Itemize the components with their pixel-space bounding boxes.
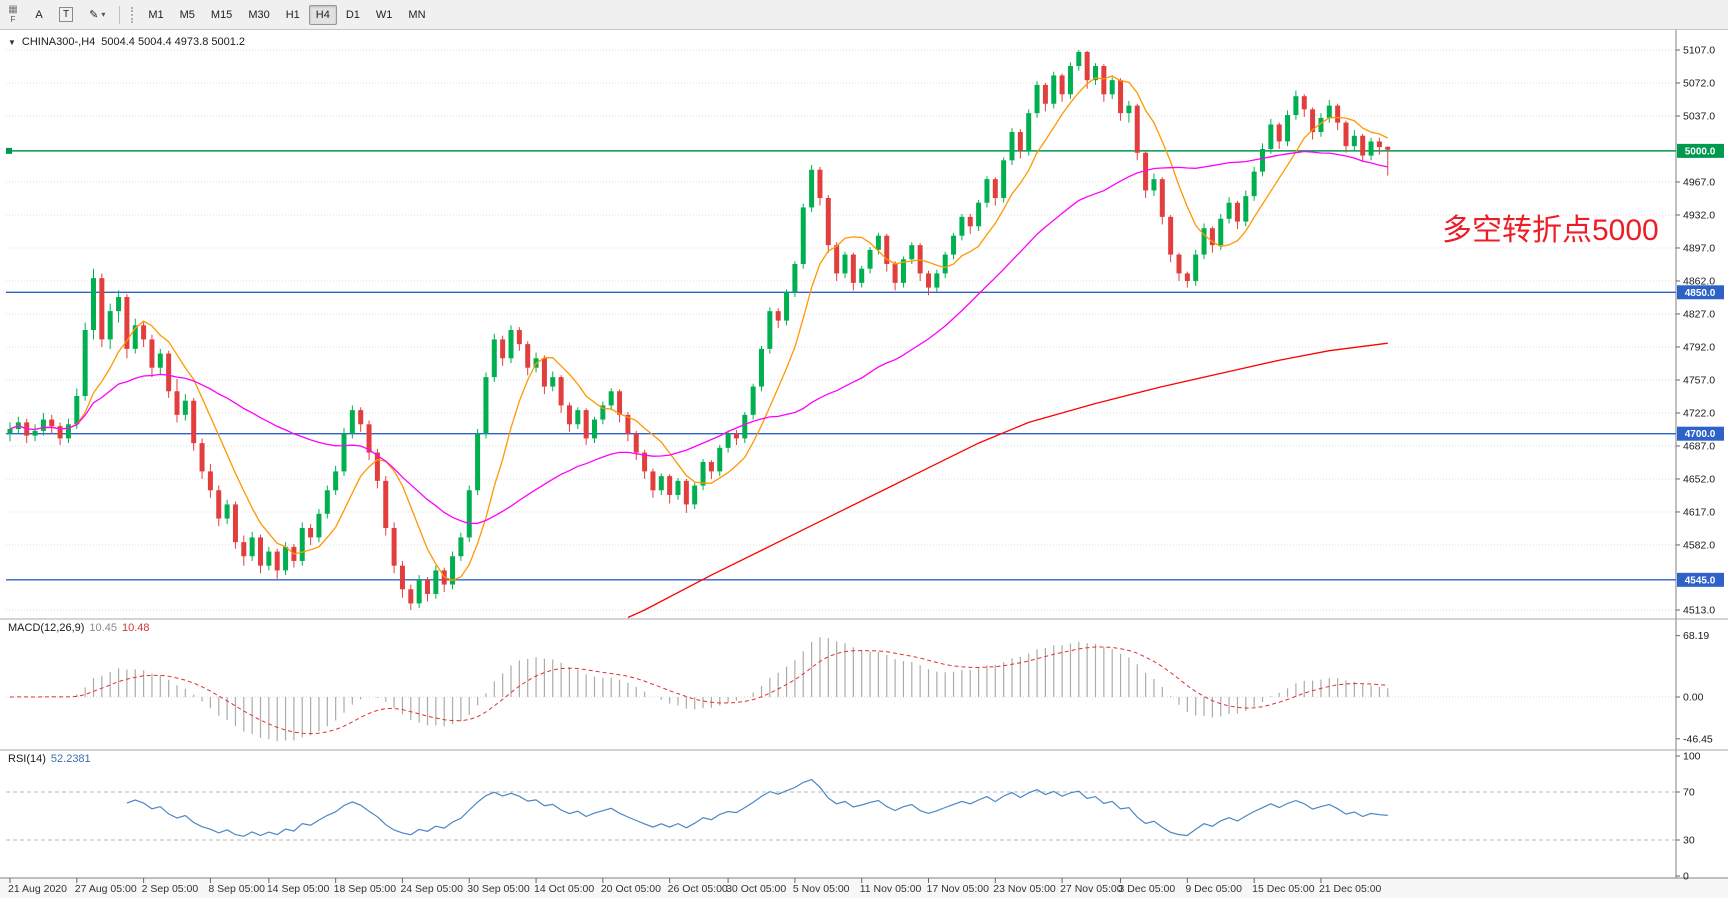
svg-text:2 Sep 05:00: 2 Sep 05:00 <box>142 883 199 895</box>
svg-text:4862.0: 4862.0 <box>1683 275 1715 287</box>
svg-text:4827.0: 4827.0 <box>1683 308 1715 320</box>
candles-layer <box>7 50 1391 610</box>
svg-text:17 Nov 05:00: 17 Nov 05:00 <box>927 883 990 895</box>
svg-text:4850.0: 4850.0 <box>1685 288 1716 299</box>
svg-text:4932.0: 4932.0 <box>1683 209 1715 221</box>
timeframe-group: M1 M5 M15 M30 H1 H4 D1 W1 MN <box>140 4 433 25</box>
rsi-line <box>126 778 1388 837</box>
svg-text:0: 0 <box>1683 871 1689 883</box>
svg-text:21 Dec 05:00: 21 Dec 05:00 <box>1319 883 1382 895</box>
file-toolbar-label[interactable]: F <box>10 15 16 24</box>
svg-text:27 Nov 05:00: 27 Nov 05:00 <box>1060 883 1123 895</box>
svg-text:5000.0: 5000.0 <box>1685 146 1716 157</box>
macd-histogram <box>17 637 1389 742</box>
ma-fast-line <box>9 75 1389 582</box>
timeframe-w1-button[interactable]: W1 <box>369 5 400 25</box>
svg-text:30 Oct 05:00: 30 Oct 05:00 <box>726 883 786 895</box>
pencil-icon: ✎ <box>89 9 99 21</box>
time-axis-bg <box>0 878 1728 898</box>
chart-title: ▼ CHINA300-,H4 5004.4 5004.4 4973.8 5001… <box>8 36 245 48</box>
timeframe-m30-button[interactable]: M30 <box>241 5 276 25</box>
svg-text:21 Aug 2020: 21 Aug 2020 <box>8 883 67 895</box>
svg-text:-46.45: -46.45 <box>1683 733 1713 745</box>
svg-text:30 Sep 05:00: 30 Sep 05:00 <box>467 883 530 895</box>
price-chart-canvas[interactable]: 5107.0 5072.0 5037.0 4967.0 4932.0 4897.0 4862… <box>0 30 1728 898</box>
svg-text:23 Nov 05:00: 23 Nov 05:00 <box>993 883 1056 895</box>
ma-slow-line <box>627 342 1388 619</box>
chevron-down-icon: ▾ <box>101 10 106 19</box>
svg-text:5107.0: 5107.0 <box>1683 45 1715 57</box>
svg-text:4700.0: 4700.0 <box>1685 429 1716 440</box>
ohlc-values: 5004.4 5004.4 4973.8 5001.2 <box>101 36 246 48</box>
svg-text:26 Oct 05:00: 26 Oct 05:00 <box>668 883 728 895</box>
svg-text:5072.0: 5072.0 <box>1683 77 1715 89</box>
draw-tool-button[interactable]: ✎ ▾ <box>82 5 112 25</box>
svg-text:4617.0: 4617.0 <box>1683 506 1715 518</box>
svg-text:3 Dec 05:00: 3 Dec 05:00 <box>1119 883 1176 895</box>
svg-text:4792.0: 4792.0 <box>1683 341 1715 353</box>
macd-value-signal: 10.48 <box>121 622 150 634</box>
svg-text:8 Sep 05:00: 8 Sep 05:00 <box>208 883 265 895</box>
toolbar-separator <box>119 5 121 24</box>
svg-text:4545.0: 4545.0 <box>1685 575 1716 586</box>
svg-text:9 Dec 05:00: 9 Dec 05:00 <box>1185 883 1242 895</box>
svg-text:11 Nov 05:00: 11 Nov 05:00 <box>860 883 922 895</box>
toolbar: ▦ F A T ✎ ▾ M1 M5 M15 M30 H1 H4 D1 W1 MN <box>0 0 1728 30</box>
chart-expand-icon[interactable]: ▼ <box>8 37 16 47</box>
svg-text:100: 100 <box>1683 751 1701 763</box>
svg-text:14 Sep 05:00: 14 Sep 05:00 <box>267 883 330 895</box>
macd-label: MACD(12,26,9) <box>8 622 85 634</box>
text-tool-icon: T <box>59 7 74 22</box>
svg-text:0.00: 0.00 <box>1683 692 1704 704</box>
macd-signal-line <box>9 646 1388 735</box>
grid-icon[interactable]: ▦ <box>8 4 18 15</box>
time-axis[interactable] <box>0 878 1676 898</box>
svg-text:4687.0: 4687.0 <box>1683 440 1715 452</box>
chart-area: 5107.0 5072.0 5037.0 4967.0 4932.0 4897.0 4862… <box>0 30 1728 898</box>
svg-text:30: 30 <box>1683 835 1695 847</box>
price-annotation-text[interactable]: 多空转折点5000 <box>1442 214 1659 247</box>
svg-text:4582.0: 4582.0 <box>1683 539 1715 551</box>
text-tool-button[interactable]: T <box>52 5 80 25</box>
timeframe-m15-button[interactable]: M15 <box>204 5 239 25</box>
timeframe-h1-button[interactable]: H1 <box>279 5 307 25</box>
svg-text:4897.0: 4897.0 <box>1683 242 1715 254</box>
svg-text:24 Sep 05:00: 24 Sep 05:00 <box>400 883 463 895</box>
timeframe-d1-button[interactable]: D1 <box>339 5 367 25</box>
svg-text:4652.0: 4652.0 <box>1683 473 1715 485</box>
rsi-label: RSI(14) <box>8 753 46 765</box>
svg-text:4757.0: 4757.0 <box>1683 374 1715 386</box>
cursor-mode-button[interactable]: A <box>28 5 50 25</box>
timeframe-h4-button[interactable]: H4 <box>308 4 337 25</box>
symbol-timeframe-label: CHINA300-,H4 <box>21 36 96 48</box>
svg-text:4967.0: 4967.0 <box>1683 176 1715 188</box>
macd-panel-title: MACD(12,26,9) 10.45 10.48 <box>8 622 149 634</box>
timeframe-mn-button[interactable]: MN <box>401 5 432 25</box>
svg-text:27 Aug 05:00: 27 Aug 05:00 <box>75 883 137 895</box>
price-axis[interactable] <box>1676 30 1728 878</box>
rsi-value: 52.2381 <box>50 753 91 765</box>
timeframe-m1-button[interactable]: M1 <box>141 5 170 25</box>
svg-text:20 Oct 05:00: 20 Oct 05:00 <box>601 883 661 895</box>
svg-text:4722.0: 4722.0 <box>1683 407 1715 419</box>
rsi-panel-title: RSI(14) 52.2381 <box>8 753 91 765</box>
ma-mid-line <box>9 150 1388 525</box>
svg-text:4513.0: 4513.0 <box>1683 605 1715 617</box>
svg-text:14 Oct 05:00: 14 Oct 05:00 <box>534 883 594 895</box>
svg-text:5 Nov 05:00: 5 Nov 05:00 <box>793 883 850 895</box>
svg-text:18 Sep 05:00: 18 Sep 05:00 <box>334 883 397 895</box>
svg-text:70: 70 <box>1683 787 1695 799</box>
svg-text:5037.0: 5037.0 <box>1683 110 1715 122</box>
svg-text:15 Dec 05:00: 15 Dec 05:00 <box>1252 883 1315 895</box>
macd-value-main: 10.45 <box>89 622 117 634</box>
svg-text:68.19: 68.19 <box>1683 630 1709 642</box>
toolbar-drag-handle[interactable] <box>131 6 135 23</box>
toolbar-left-stack: ▦ F <box>3 1 23 29</box>
timeframe-m5-button[interactable]: M5 <box>173 5 202 25</box>
